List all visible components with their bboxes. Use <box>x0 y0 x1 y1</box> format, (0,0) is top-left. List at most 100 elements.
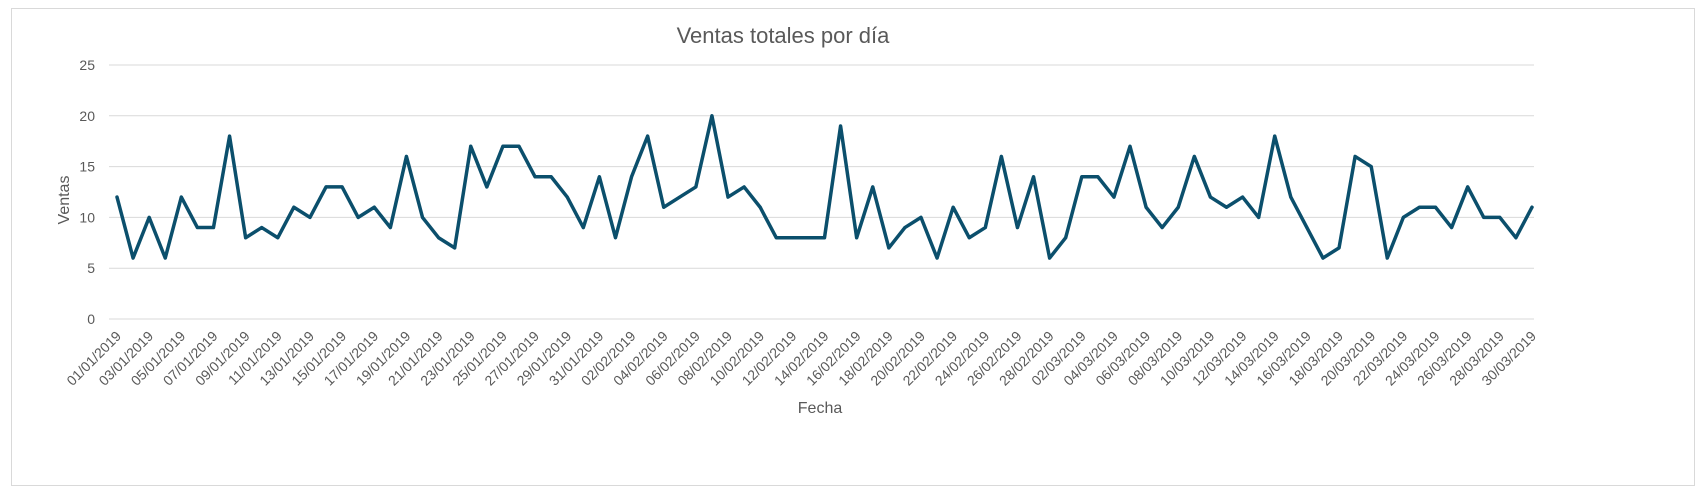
data-point <box>581 226 585 230</box>
data-point <box>147 215 151 219</box>
data-point <box>1096 175 1100 179</box>
data-point <box>646 134 650 138</box>
data-point <box>517 144 521 148</box>
data-point <box>1289 195 1293 199</box>
x-axis-ticks: 01/01/201903/01/201905/01/201907/01/2019… <box>63 328 1539 389</box>
data-point <box>1498 215 1502 219</box>
chart-frame: Ventas totales por día 0 5 10 15 20 25 01/01/… <box>11 8 1695 486</box>
data-point <box>919 215 923 219</box>
data-point <box>742 185 746 189</box>
chart-title: Ventas totales por día <box>677 23 891 48</box>
data-point <box>404 154 408 158</box>
y-tick-label: 20 <box>79 108 95 124</box>
data-point <box>469 144 473 148</box>
data-point <box>340 185 344 189</box>
data-point <box>935 256 939 260</box>
data-point <box>421 215 425 219</box>
data-point <box>565 195 569 199</box>
data-point <box>276 236 280 240</box>
data-point <box>372 205 376 209</box>
data-point <box>967 236 971 240</box>
gridlines <box>109 64 1534 320</box>
data-point <box>292 205 296 209</box>
data-point <box>694 185 698 189</box>
data-point <box>1530 205 1534 209</box>
data-point <box>1353 154 1357 158</box>
y-axis-label: Ventas <box>56 176 73 225</box>
data-point <box>1514 236 1518 240</box>
data-point <box>1032 175 1036 179</box>
data-point <box>179 195 183 199</box>
data-point <box>871 185 875 189</box>
data-point <box>485 185 489 189</box>
data-point <box>1273 134 1277 138</box>
data-point <box>437 236 441 240</box>
data-point <box>1192 154 1196 158</box>
data-point <box>533 175 537 179</box>
data-point <box>1048 256 1052 260</box>
x-axis-label: Fecha <box>798 400 843 417</box>
data-point <box>774 236 778 240</box>
data-point <box>983 226 987 230</box>
data-point <box>211 226 215 230</box>
data-point <box>597 175 601 179</box>
data-point <box>1080 175 1084 179</box>
data-point <box>1369 165 1373 169</box>
y-axis-ticks: 0 5 10 15 20 25 <box>79 57 95 327</box>
data-point <box>453 246 457 250</box>
data-point <box>1450 226 1454 230</box>
y-tick-label: 15 <box>79 159 95 175</box>
data-point <box>726 195 730 199</box>
data-point <box>1176 205 1180 209</box>
data-point <box>855 236 859 240</box>
data-point <box>131 256 135 260</box>
data-point <box>1417 205 1421 209</box>
data-point <box>887 246 891 250</box>
data-point <box>244 236 248 240</box>
data-point <box>758 205 762 209</box>
data-point <box>308 215 312 219</box>
data-point <box>1015 226 1019 230</box>
data-point <box>356 215 360 219</box>
data-point <box>839 124 843 128</box>
data-point <box>630 175 634 179</box>
data-point <box>1144 205 1148 209</box>
data-point <box>228 134 232 138</box>
data-point <box>1160 226 1164 230</box>
data-point <box>1257 215 1261 219</box>
data-point <box>1466 185 1470 189</box>
data-point <box>678 195 682 199</box>
data-point <box>1112 195 1116 199</box>
data-point <box>790 236 794 240</box>
data-point <box>549 175 553 179</box>
data-point <box>1401 215 1405 219</box>
data-point <box>388 226 392 230</box>
data-point <box>1337 246 1341 250</box>
data-point <box>823 236 826 240</box>
data-point <box>1434 205 1438 209</box>
y-tick-label: 0 <box>87 311 95 327</box>
data-point <box>951 205 955 209</box>
data-point <box>806 236 810 240</box>
y-tick-label: 5 <box>87 260 95 276</box>
y-tick-label: 10 <box>79 209 95 225</box>
data-point <box>1305 226 1309 230</box>
data-point <box>710 114 714 118</box>
data-point <box>1241 195 1245 199</box>
data-point <box>1128 144 1132 148</box>
data-point <box>260 226 264 230</box>
data-point <box>324 185 328 189</box>
data-point <box>613 236 617 240</box>
data-point <box>903 226 907 230</box>
data-point <box>1321 256 1325 260</box>
data-point <box>501 144 505 148</box>
data-point <box>1064 236 1068 240</box>
data-point <box>115 195 119 199</box>
data-point <box>999 154 1003 158</box>
data-point <box>1224 205 1228 209</box>
data-point <box>662 205 666 209</box>
data-point <box>1482 215 1486 219</box>
line-chart: Ventas totales por día 0 5 10 15 20 25 01/01/… <box>56 23 1539 417</box>
data-point <box>195 226 199 230</box>
data-point <box>163 256 167 260</box>
